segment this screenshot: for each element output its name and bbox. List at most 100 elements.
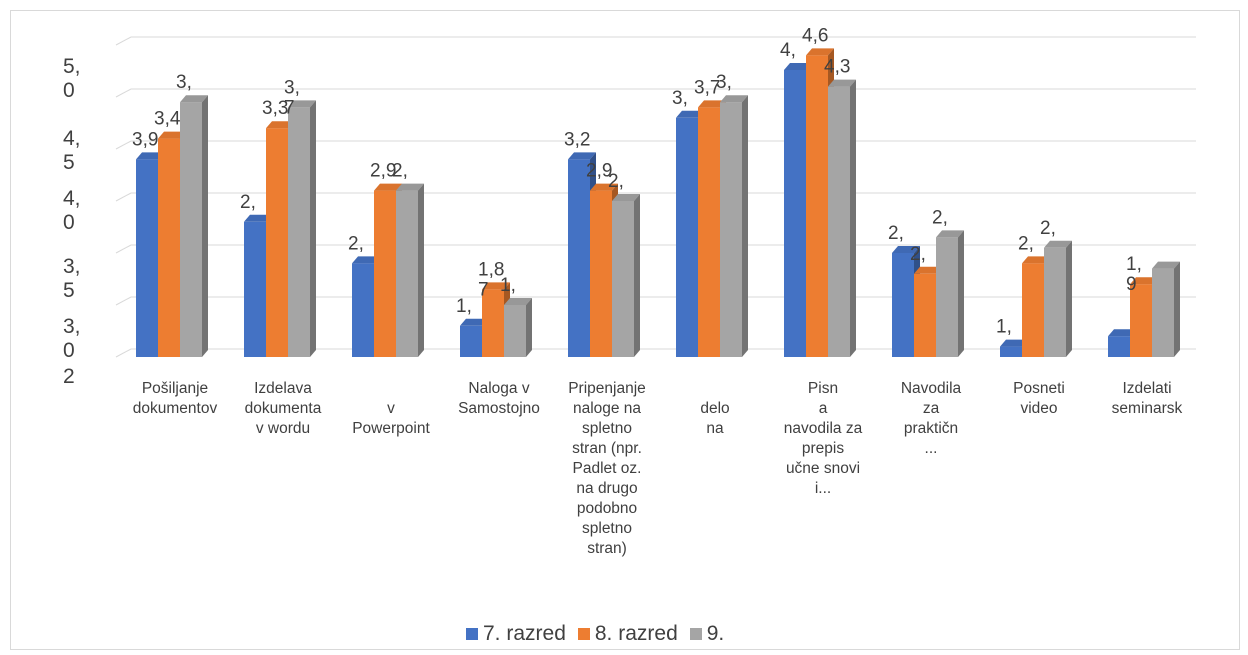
bar	[612, 194, 640, 357]
bar-top	[914, 266, 942, 274]
bar	[720, 95, 748, 357]
gridline-front	[115, 88, 132, 98]
bar-side	[1174, 261, 1180, 357]
bar	[180, 95, 208, 357]
bar-top	[288, 100, 316, 108]
bar-front	[1152, 268, 1174, 357]
data-label: 3,	[176, 72, 192, 93]
bar-top	[374, 183, 402, 191]
category-label: Navodila za praktičn...	[901, 380, 962, 457]
bar-front	[914, 273, 936, 357]
bar-front	[698, 107, 720, 358]
bar-top	[828, 79, 856, 87]
gridline-front	[115, 36, 132, 46]
category-label: Pisn a navodila za prepis učne snovi i...	[784, 380, 863, 497]
bar-top	[460, 318, 488, 326]
data-label: 2,	[348, 233, 364, 254]
data-label: 1,	[996, 317, 1012, 338]
y-tick-label: 3, 0	[63, 315, 81, 362]
bar-front	[590, 190, 612, 357]
data-label: 3,9	[132, 129, 158, 150]
data-label: 2,	[608, 171, 624, 192]
bar-front	[180, 102, 202, 357]
bar-side	[742, 95, 748, 357]
chart-frame: 5, 0 4, 5 4, 0 3, 5 3, 0 2 3,9 3,4 3, 2, 3,3 3, 7 2, 2,9 2, 1…	[10, 10, 1240, 650]
data-label: 2,	[1040, 218, 1056, 239]
category-label: Pošiljanje dokumentov	[133, 380, 218, 417]
legend-label: 7. razred	[483, 622, 566, 645]
gridline-front	[115, 244, 132, 254]
data-label: 3,	[716, 72, 732, 93]
bar-front	[244, 221, 266, 357]
bar-top	[482, 282, 510, 290]
y-tick-label: 2	[63, 365, 75, 388]
bar-top	[352, 256, 380, 264]
bar-top	[136, 152, 164, 160]
bar-top	[720, 95, 748, 103]
data-label: 4,6	[802, 25, 828, 46]
gridline-front	[115, 296, 132, 306]
data-label: 3,7	[694, 77, 720, 98]
bars	[136, 48, 1180, 358]
bar-front	[1044, 247, 1066, 357]
data-label: 4,	[780, 40, 796, 61]
bar-front	[158, 138, 180, 357]
bar-chart: 5, 04, 54, 03, 53, 023,93,43,2,3,33, 72,2,92,1…	[63, 25, 1196, 557]
bar-top	[568, 152, 596, 160]
data-label: 1,	[500, 275, 516, 296]
bar-front	[504, 305, 526, 357]
bar-top	[504, 298, 532, 305]
bar-side	[958, 230, 964, 357]
bar-front	[806, 55, 828, 358]
bar-top	[784, 62, 812, 70]
bar-front	[1000, 346, 1022, 357]
data-label: 4,3	[824, 57, 850, 78]
bar-front	[828, 86, 850, 357]
gridline-front	[115, 192, 132, 202]
data-label: 2,	[240, 192, 256, 213]
bar-side	[310, 100, 316, 358]
y-tick-label: 5, 0	[63, 55, 81, 102]
legend: 7. razred 8. razred 9.	[466, 620, 736, 648]
bar-top	[1022, 256, 1050, 264]
bar-top	[698, 100, 726, 108]
bar	[936, 230, 964, 357]
bar-top	[1000, 339, 1028, 347]
legend-swatch	[689, 628, 702, 640]
data-label: 2,	[932, 207, 948, 228]
y-tick-label: 4, 5	[63, 127, 81, 174]
legend-label: 8. razred	[594, 622, 678, 645]
bar-front	[136, 159, 158, 357]
bar-top	[266, 121, 294, 129]
bar-front	[266, 128, 288, 357]
bar-top	[936, 230, 964, 238]
gridline-front	[115, 140, 132, 150]
data-label: 3,3	[262, 98, 288, 119]
legend-item: 7. razred	[466, 622, 566, 646]
bar-top	[590, 183, 618, 191]
data-label: 2,	[910, 244, 926, 265]
bar-top	[158, 131, 186, 139]
bar-top	[1044, 240, 1072, 248]
bar-top	[1130, 277, 1158, 285]
bar-top	[1152, 261, 1180, 269]
gridline-front	[115, 348, 132, 358]
bar	[504, 298, 532, 357]
bar-side	[526, 298, 532, 357]
bar	[828, 79, 856, 357]
category-label: delo na	[700, 400, 729, 437]
data-label: 3,7	[284, 77, 300, 118]
legend-label: 9.	[706, 622, 725, 645]
bar-front	[936, 237, 958, 357]
bar-front	[396, 190, 418, 357]
bar-front	[1108, 336, 1130, 357]
bar-front	[676, 117, 698, 357]
category-label: Pripenjanje naloge na spletno stran (npr. Pa…	[568, 380, 646, 557]
legend-swatch	[577, 628, 590, 640]
bar	[1044, 240, 1072, 357]
data-label: 2,	[392, 161, 408, 182]
bar-top	[396, 183, 424, 191]
bar-side	[634, 194, 640, 357]
bar-front	[482, 289, 504, 357]
bar	[396, 183, 424, 357]
